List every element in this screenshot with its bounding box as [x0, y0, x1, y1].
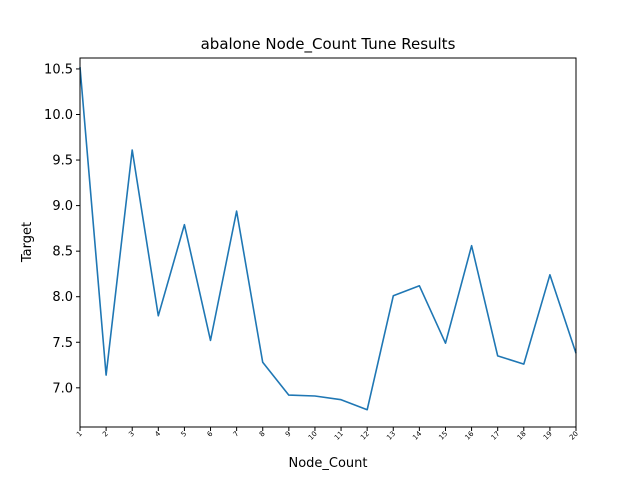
y-tick-label: 9.0	[52, 199, 73, 214]
y-tick-label: 10.0	[44, 108, 73, 123]
y-tick-label: 7.5	[52, 336, 73, 351]
y-tick-label: 7.0	[52, 381, 73, 396]
y-tick-label: 8.5	[52, 245, 73, 260]
chart-title: abalone Node_Count Tune Results	[201, 35, 456, 54]
y-axis-label: Target	[20, 222, 35, 263]
y-tick-label: 8.0	[52, 290, 73, 305]
y-tick-label: 10.5	[44, 62, 73, 77]
y-tick-label: 9.5	[52, 154, 73, 169]
x-axis-label: Node_Count	[288, 456, 367, 471]
